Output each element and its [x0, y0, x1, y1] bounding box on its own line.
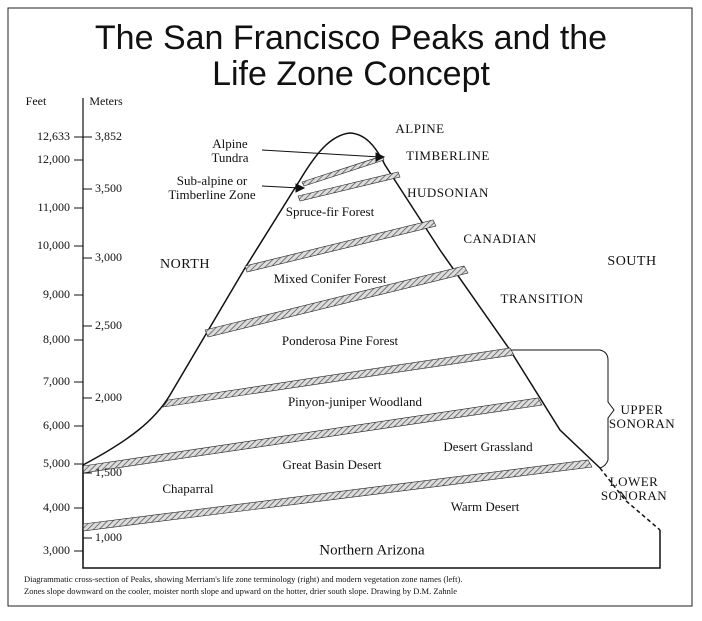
vegetation-zone-label: Timberline Zone — [168, 187, 255, 202]
meters-header: Meters — [89, 94, 123, 108]
vegetation-zone-label: Alpine — [212, 136, 248, 151]
life-zone-label: TRANSITION — [501, 291, 584, 306]
vegetation-zone-label: Pinyon-juniper Woodland — [288, 394, 423, 409]
feet-tick-label: 4,000 — [43, 500, 70, 514]
band — [204, 265, 469, 338]
band — [297, 171, 401, 202]
feet-tick-label: 5,000 — [43, 456, 70, 470]
feet-tick-label: 10,000 — [37, 238, 70, 252]
direction-south: SOUTH — [607, 254, 656, 269]
life-zone-label: CANADIAN — [463, 231, 536, 246]
title-line: Life Zone Concept — [212, 55, 490, 93]
band — [301, 155, 385, 187]
base-label: Northern Arizona — [319, 542, 425, 558]
life-zone-label: SONORAN — [601, 488, 667, 503]
vegetation-zone-label: Tundra — [211, 150, 248, 165]
arrowhead — [375, 152, 386, 162]
meters-tick-label: 1,000 — [95, 530, 122, 544]
feet-tick-label: 12,633 — [37, 129, 70, 143]
meters-tick-label: 2,000 — [95, 390, 122, 404]
feet-tick-label: 12,000 — [37, 152, 70, 166]
vegetation-zone-label: Sub-alpine or — [177, 173, 248, 188]
life-zone-label: HUDSONIAN — [407, 185, 489, 200]
zone-bands — [82, 155, 593, 532]
feet-tick-label: 7,000 — [43, 374, 70, 388]
feet-tick-label: 3,000 — [43, 543, 70, 557]
meters-tick-label: 3,500 — [95, 181, 122, 195]
meters-tick-label: 3,000 — [95, 250, 122, 264]
life-zone-label: TIMBERLINE — [406, 148, 490, 163]
arrow — [261, 185, 301, 189]
dashed-edge — [599, 467, 661, 531]
life-zone-label: SONORAN — [609, 416, 675, 431]
mountain-outline — [82, 132, 601, 469]
meters-tick-label: 3,852 — [95, 129, 122, 143]
vegetation-zone-label: Warm Desert — [451, 499, 520, 514]
feet-tick-label: 11,000 — [37, 200, 70, 214]
feet-header: Feet — [26, 94, 47, 108]
feet-tick-label: 9,000 — [43, 287, 70, 301]
caption-line: Diagrammatic cross-section of Peaks, sho… — [24, 574, 462, 584]
arrow — [261, 149, 381, 158]
life-zone-label: LOWER — [610, 474, 659, 489]
direction-north: NORTH — [160, 257, 210, 272]
vegetation-zone-label: Ponderosa Pine Forest — [282, 333, 399, 348]
band — [244, 219, 437, 273]
vegetation-zone-label: Spruce-fir Forest — [286, 204, 375, 219]
arrowhead — [295, 183, 306, 193]
bracket — [510, 349, 615, 469]
meters-tick-label: 2,500 — [95, 318, 122, 332]
meters-tick-label: 1,500 — [95, 465, 122, 479]
life-zone-label: ALPINE — [395, 121, 444, 136]
feet-tick-label: 6,000 — [43, 418, 70, 432]
title-line: The San Francisco Peaks and the — [95, 19, 607, 57]
caption-line: Zones slope downward on the cooler, mois… — [24, 586, 457, 596]
vegetation-zone-label: Great Basin Desert — [283, 457, 382, 472]
life-zone-label: UPPER — [621, 402, 664, 417]
band — [162, 347, 515, 408]
vegetation-zone-label: Mixed Conifer Forest — [274, 271, 387, 286]
arrows — [261, 149, 386, 193]
vegetation-zone-label: Chaparral — [162, 481, 214, 496]
feet-tick-label: 8,000 — [43, 332, 70, 346]
frame — [7, 7, 693, 607]
vegetation-zone-label: Desert Grassland — [443, 439, 533, 454]
